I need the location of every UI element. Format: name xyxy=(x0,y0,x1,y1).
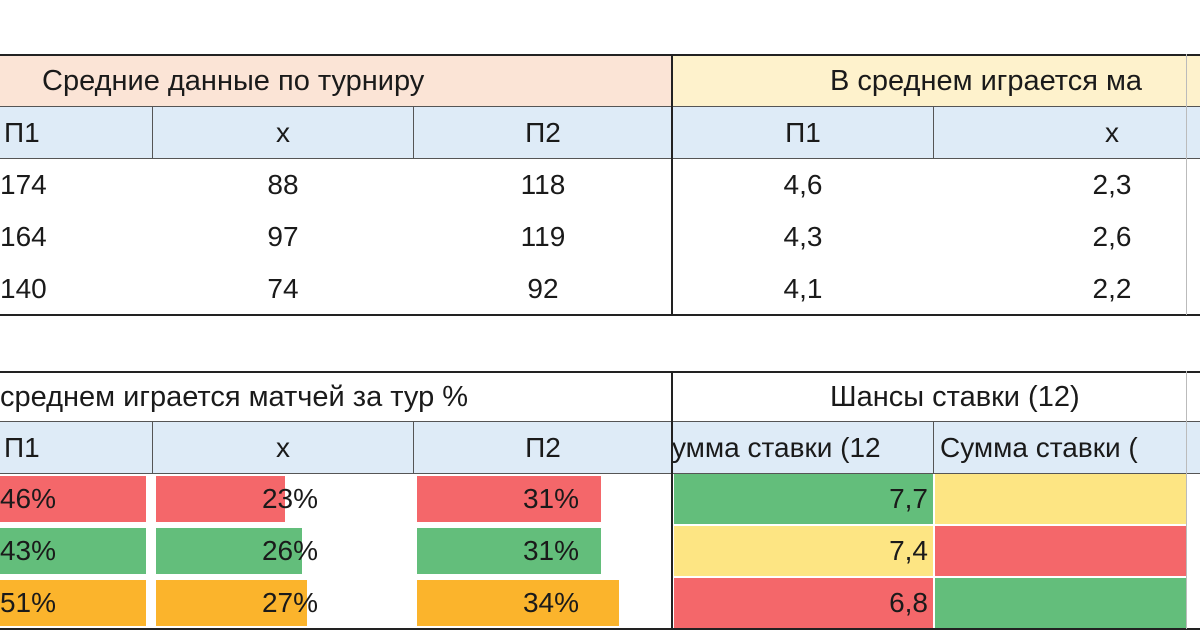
grid-line xyxy=(0,106,1200,107)
x-percent: 26% xyxy=(261,535,318,566)
x-bar xyxy=(156,580,307,626)
p1-percent: 43% xyxy=(0,535,56,566)
t1-r3-p1: 140 xyxy=(0,273,47,304)
bet-odds-title-text: Шансы ставки (12) xyxy=(830,380,1080,413)
matches-per-round-title-text: среднем играется матчей за тур % xyxy=(0,380,469,413)
x-bar xyxy=(156,528,302,574)
p1-bar xyxy=(0,580,146,626)
t1-r1-x: 88 xyxy=(267,169,299,200)
x-percent: 27% xyxy=(261,587,318,618)
t2-header-p1: П1 xyxy=(672,107,934,159)
x-bar xyxy=(156,476,285,522)
grid-line xyxy=(1186,371,1187,629)
bottom-border xyxy=(0,628,1200,630)
t1-r1-p2: 118 xyxy=(520,169,566,200)
t1-header-p1: П1 xyxy=(0,107,152,159)
t1-header-x: х xyxy=(152,107,414,159)
p2-bar xyxy=(417,528,601,574)
t2-r3-p1: 4,1 xyxy=(783,273,823,304)
t1-r1-p1: 174 xyxy=(0,169,47,200)
t1-r2-x: 97 xyxy=(267,221,299,252)
average-matches-title: В среднем играется ма xyxy=(672,55,1200,107)
bet-odds-value: 6,8 xyxy=(889,587,928,618)
p1-bar xyxy=(0,528,146,574)
p2-percent: 31% xyxy=(522,483,579,514)
x-percent: 23% xyxy=(261,483,318,514)
t1-header-p2: П2 xyxy=(414,107,672,159)
p2-percent: 31% xyxy=(522,535,579,566)
t1-r3-p2: 92 xyxy=(527,273,559,304)
bet-odds-cell xyxy=(674,474,933,524)
t3-header-p2: П2 xyxy=(414,422,672,474)
t1-r3-x: 74 xyxy=(267,273,299,304)
bet-odds-value: 7,4 xyxy=(889,535,928,566)
t2-r3-x: 2,2 xyxy=(1092,273,1132,304)
grid-line xyxy=(152,422,153,474)
t2-r1-p1: 4,6 xyxy=(783,169,823,200)
tournament-averages-title: Средние данные по турниру xyxy=(0,55,672,107)
tournament-averages-title-text: Средние данные по турниру xyxy=(42,64,425,97)
grid-line xyxy=(0,158,1200,159)
grid-line xyxy=(671,54,673,315)
average-matches-title-text: В среднем играется ма xyxy=(830,64,1143,97)
p2-bar xyxy=(417,580,619,626)
p1-percent: 51% xyxy=(0,587,56,618)
bet-sum-cell xyxy=(935,474,1187,524)
bet-sum-cell xyxy=(935,578,1187,628)
t4-header-bet-sum-12: умма ставки (12 xyxy=(672,422,934,474)
p1-percent: 46% xyxy=(0,483,56,514)
bet-odds-title: Шансы ставки (12) xyxy=(672,372,1200,422)
matches-per-round-title: среднем играется матчей за тур % xyxy=(0,372,672,422)
grid-line xyxy=(0,371,1200,373)
grid-line xyxy=(0,314,1200,316)
t2-header-x: х xyxy=(934,107,1200,159)
bet-sum-cell xyxy=(935,526,1187,576)
t2-r2-p1: 4,3 xyxy=(783,221,823,252)
t1-r2-p2: 119 xyxy=(520,221,566,252)
grid-line xyxy=(413,107,414,159)
grid-line xyxy=(933,422,934,474)
grid-line xyxy=(0,473,1200,474)
grid-line xyxy=(933,107,934,159)
bet-odds-cell xyxy=(674,526,933,576)
p2-percent: 34% xyxy=(522,587,579,618)
t1-r2-p1: 164 xyxy=(0,221,47,252)
grid-line xyxy=(413,422,414,474)
t4-header-bet-sum: Сумма ставки ( xyxy=(934,422,1200,474)
t3-header-x: х xyxy=(152,422,414,474)
grid-line xyxy=(671,371,673,629)
top-border xyxy=(0,54,1200,56)
p1-bar xyxy=(0,476,146,522)
t3-header-p1: П1 xyxy=(0,422,152,474)
bet-odds-value: 7,7 xyxy=(889,483,928,514)
p2-bar xyxy=(417,476,601,522)
t2-r2-x: 2,6 xyxy=(1092,221,1132,252)
t2-r1-x: 2,3 xyxy=(1092,169,1132,200)
grid-line xyxy=(0,421,1200,422)
grid-line xyxy=(152,107,153,159)
bet-odds-cell xyxy=(674,578,933,628)
grid-line xyxy=(1186,54,1187,315)
